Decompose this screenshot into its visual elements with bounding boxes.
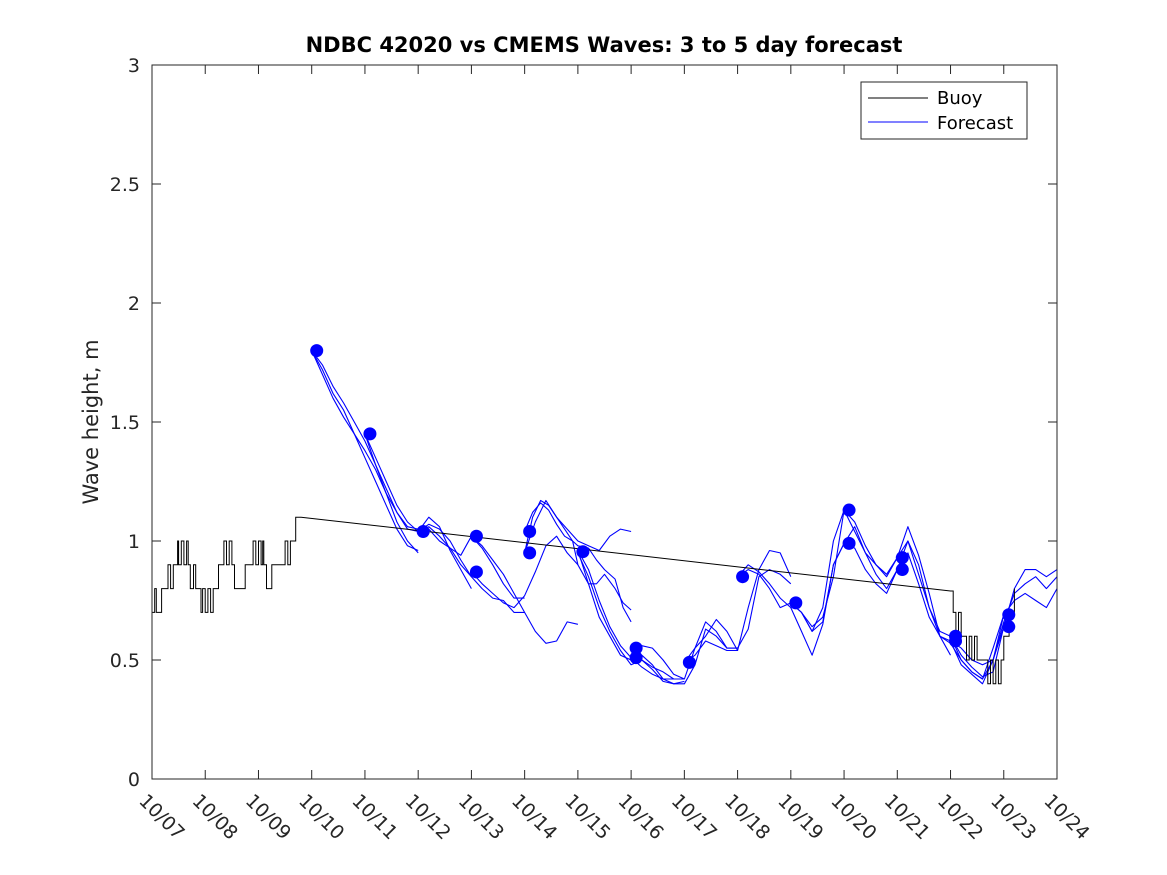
forecast-marker <box>682 655 696 669</box>
forecast-marker <box>895 551 909 565</box>
forecast-run-line <box>311 350 419 552</box>
forecast-marker <box>469 529 483 543</box>
y-tick-label: 1 <box>128 531 140 553</box>
legend-forecast-label: Forecast <box>937 113 1013 134</box>
forecast-run-line <box>524 502 632 623</box>
forecast-marker <box>416 524 430 538</box>
forecast-run-line <box>524 499 632 611</box>
forecast-marker <box>576 545 590 559</box>
legend-buoy-label: Buoy <box>937 88 983 109</box>
x-tick-label: 10/22 <box>933 790 987 844</box>
x-tick-label: 10/09 <box>241 790 295 844</box>
buoy-series <box>152 516 1015 685</box>
forecast-run-line <box>950 576 1058 666</box>
y-axis-label: Wave height, m <box>79 339 103 504</box>
x-tick-label: 10/10 <box>294 790 348 844</box>
y-tick-label: 2 <box>128 293 140 315</box>
forecast-run-line <box>524 499 632 554</box>
x-tick-label: 10/18 <box>720 790 774 844</box>
forecast-marker <box>949 634 963 648</box>
x-tick-label: 10/19 <box>773 790 827 844</box>
forecast-marker <box>895 563 909 577</box>
forecast-marker <box>469 565 483 579</box>
forecast-marker <box>789 596 803 610</box>
forecast-marker <box>523 524 537 538</box>
chart-title: NDBC 42020 vs CMEMS Waves: 3 to 5 day fo… <box>306 33 903 57</box>
x-tick-label: 10/13 <box>454 790 508 844</box>
forecast-marker <box>629 641 643 655</box>
plot-background <box>152 65 1057 779</box>
y-axis: 0 0.5 1 1.5 2 2.5 3 <box>110 55 1057 791</box>
forecast-run-line <box>471 535 579 644</box>
forecast-marker <box>842 503 856 517</box>
forecast-run-line <box>630 628 738 685</box>
forecast-marker <box>523 546 537 560</box>
forecast-run-line <box>470 535 579 609</box>
forecast-markers <box>310 344 1016 669</box>
legend-box <box>860 81 1028 140</box>
y-tick-label: 2.5 <box>110 174 140 196</box>
forecast-run-line <box>684 549 792 663</box>
y-tick-label: 1.5 <box>110 412 140 434</box>
buoy-line <box>152 516 1015 685</box>
x-tick-label: 10/11 <box>347 790 401 844</box>
y-tick-label: 0 <box>128 769 140 791</box>
y-tick-label: 3 <box>128 55 140 77</box>
forecast-run-line <box>577 552 685 680</box>
x-tick-label: 10/24 <box>1039 790 1093 844</box>
forecast-marker <box>736 570 750 584</box>
x-tick-label: 10/15 <box>560 790 614 844</box>
forecast-marker <box>310 344 324 358</box>
x-tick-label: 10/08 <box>188 790 242 844</box>
forecast-marker <box>363 427 377 441</box>
forecast-marker <box>629 651 643 665</box>
forecast-run-line <box>630 618 739 680</box>
legend: Buoy Forecast <box>860 81 1028 140</box>
x-tick-label: 10/12 <box>401 790 455 844</box>
x-tick-label: 10/20 <box>827 790 881 844</box>
x-tick-label: 10/16 <box>614 790 668 844</box>
x-tick-label: 10/23 <box>986 790 1040 844</box>
forecast-marker <box>1002 620 1016 634</box>
x-tick-label: 10/14 <box>507 790 561 844</box>
x-tick-label: 10/07 <box>134 790 188 844</box>
y-tick-label: 0.5 <box>110 650 140 672</box>
forecast-marker <box>842 536 856 550</box>
x-tick-label: 10/17 <box>667 790 721 844</box>
x-tick-label: 10/21 <box>880 790 934 844</box>
forecast-marker <box>1002 608 1016 622</box>
